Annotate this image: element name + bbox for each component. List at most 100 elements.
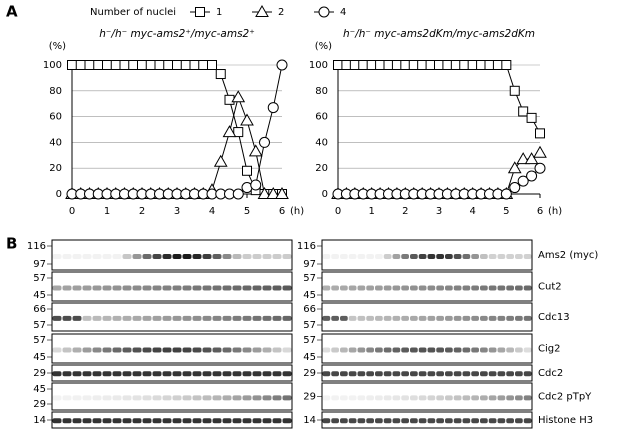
y-tick-label: 80: [315, 86, 328, 97]
blot-band: [453, 418, 462, 424]
blot-band: [272, 347, 282, 353]
blot-band: [383, 254, 392, 259]
blot-band: [252, 418, 262, 424]
y-tick-label: 100: [43, 60, 62, 71]
blot-band: [322, 371, 331, 377]
data-point: [102, 60, 112, 70]
blot-band: [232, 418, 242, 424]
data-point: [242, 165, 252, 176]
blot-frame: [321, 239, 533, 271]
blot-frame: [321, 271, 533, 302]
blot-band: [515, 347, 523, 353]
series-line: [338, 64, 541, 134]
blot-band: [366, 347, 374, 353]
data-point: [213, 154, 228, 167]
blot-band: [383, 285, 392, 291]
blot-band: [262, 418, 272, 424]
blot-band: [162, 395, 172, 401]
blot-band: [132, 254, 142, 259]
blot-band: [375, 395, 383, 401]
blot-band: [202, 347, 212, 353]
blot-band: [52, 371, 62, 377]
x-tick-label: 3: [436, 206, 442, 217]
blot-band: [142, 315, 152, 321]
blot-band: [252, 395, 262, 401]
blot-band: [162, 371, 172, 377]
blot-band: [340, 254, 348, 259]
blot-band: [436, 418, 444, 424]
blot-band: [331, 371, 339, 377]
blot-band: [222, 254, 232, 259]
blot-band: [375, 371, 383, 377]
blot-band: [410, 371, 418, 377]
mw-marker: 97: [33, 259, 46, 270]
blot-band: [445, 418, 453, 424]
blot-band: [192, 347, 202, 353]
blot-band: [142, 371, 152, 377]
data-point: [224, 94, 235, 105]
blot-band: [340, 395, 348, 401]
data-point: [526, 112, 537, 123]
blot-band: [182, 254, 192, 259]
blot-band: [52, 418, 62, 424]
blot-frame: [321, 382, 533, 411]
y-tick-label: 60: [49, 112, 62, 123]
data-point: [375, 60, 386, 70]
blot-band: [242, 395, 252, 401]
x-tick-label: 2: [139, 206, 145, 217]
data-point: [207, 60, 217, 70]
blot-band: [418, 371, 427, 377]
blot-band: [471, 395, 479, 401]
blot-band: [392, 347, 401, 353]
blot-frame: [321, 333, 533, 364]
data-point: [459, 60, 470, 70]
blot-band: [92, 254, 102, 259]
blot-band: [222, 347, 232, 353]
blot-band: [202, 371, 212, 377]
y-axis-label: (%): [49, 41, 66, 52]
blot-band: [480, 371, 488, 377]
blot-band: [72, 254, 82, 259]
blot-band: [252, 347, 262, 353]
blot-band: [348, 315, 357, 321]
blot-band: [62, 315, 72, 321]
blot-band: [212, 315, 222, 321]
x-tick-label: 0: [335, 206, 341, 217]
blot-band: [262, 371, 272, 377]
blot-band: [212, 254, 222, 259]
mw-marker: 57: [303, 273, 316, 284]
data-point: [84, 60, 95, 70]
blot-band: [132, 315, 142, 321]
data-point: [276, 59, 288, 71]
blot-band: [506, 347, 514, 353]
data-point: [93, 60, 104, 70]
blot-band: [340, 285, 348, 291]
blot-band: [445, 395, 453, 401]
blot-band: [427, 347, 436, 353]
blot-band: [410, 347, 418, 353]
legend-marker: [195, 7, 205, 17]
legend-marker: [255, 4, 269, 17]
blot-label: Cdc2: [538, 368, 563, 379]
blot-band: [523, 418, 532, 424]
blot-band: [92, 347, 102, 353]
blot-band: [322, 418, 331, 424]
blot-band: [340, 315, 348, 321]
blot-band: [192, 254, 202, 259]
blot-band: [340, 418, 348, 424]
blot-band: [212, 395, 222, 401]
x-tick-label: 1: [104, 206, 110, 217]
panel-label: B: [6, 235, 17, 253]
legend-label: 4: [340, 7, 346, 18]
blot-label: Ams2 (myc): [538, 250, 598, 261]
blot-band: [497, 418, 506, 424]
blot-band: [488, 418, 497, 424]
blot-band: [132, 418, 142, 424]
blot-band: [480, 418, 488, 424]
blot-band: [375, 254, 383, 259]
blot-band: [192, 315, 202, 321]
blot-band: [152, 418, 162, 424]
blot-band: [331, 315, 339, 321]
blot-band: [401, 347, 409, 353]
y-tick-label: 60: [315, 112, 328, 123]
